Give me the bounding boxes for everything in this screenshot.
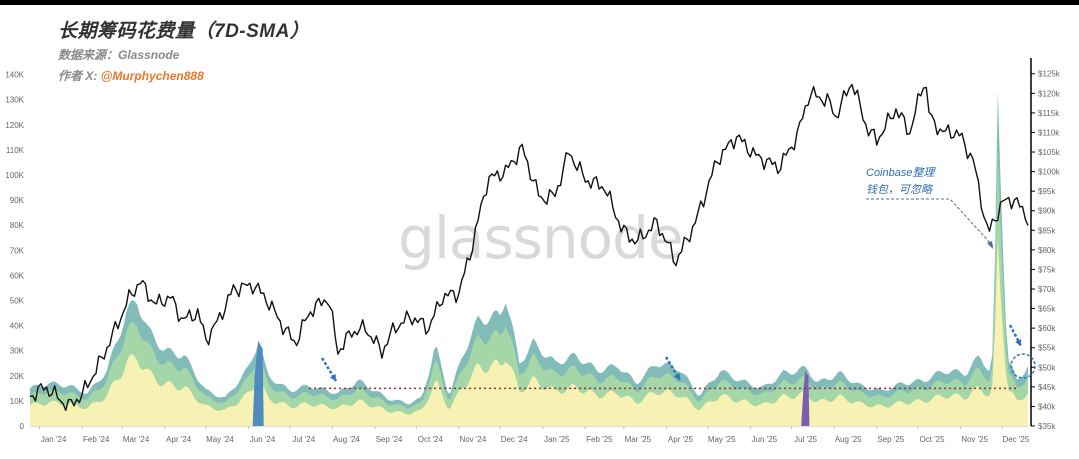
x-tick-label: Feb '25 xyxy=(586,435,613,444)
y-right-tick-label: $105k xyxy=(1038,148,1061,157)
x-tick-label: May '24 xyxy=(206,435,234,444)
x-tick-label: Sep '25 xyxy=(877,435,904,444)
y-right-tick-label: $95k xyxy=(1038,187,1056,196)
x-tick-label: Jun '24 xyxy=(250,435,276,444)
x-tick-label: Aug '25 xyxy=(835,435,862,444)
y-left-tick-label: 120K xyxy=(5,121,24,130)
y-right-tick-label: $40k xyxy=(1038,402,1056,411)
y-right-tick-label: $125k xyxy=(1038,70,1061,79)
annotation-text: Coinbase整理 钱包，可忽略 xyxy=(866,165,934,199)
y-right-tick-label: $80k xyxy=(1038,246,1056,255)
author-prefix: 作者 X: xyxy=(58,69,98,83)
x-tick-label: May '25 xyxy=(708,435,736,444)
x-tick-label: Apr '24 xyxy=(166,435,192,444)
price-line xyxy=(29,83,1029,411)
y-right-tick-label: $60k xyxy=(1038,324,1056,333)
y-left-tick-label: 10K xyxy=(10,397,25,406)
x-tick-label: Feb '24 xyxy=(83,435,110,444)
x-tick-label: Oct '24 xyxy=(418,435,444,444)
spend-area-inner xyxy=(30,237,1028,426)
y-left-tick-label: 40K xyxy=(10,322,25,331)
x-tick-label: Dec '25 xyxy=(1002,435,1029,444)
y-right-tick-label: $85k xyxy=(1038,226,1056,235)
y-left-tick-label: 0 xyxy=(20,422,25,431)
arrow-dec-2025 xyxy=(1008,324,1023,347)
y-right-tick-label: $115k xyxy=(1038,109,1060,118)
annotation-leader-head xyxy=(987,241,993,249)
x-tick-label: Mar '25 xyxy=(625,435,652,444)
y-right-tick-label: $50k xyxy=(1038,363,1056,372)
y-left-tick-label: 90K xyxy=(10,196,25,205)
x-tick-label: Jan '24 xyxy=(41,435,67,444)
y-left-tick-label: 100K xyxy=(5,171,24,180)
y-right-tick-label: $45k xyxy=(1038,383,1056,392)
top-border xyxy=(0,0,1079,5)
y-right-tick-label: $90k xyxy=(1038,207,1056,216)
spike-july-2025 xyxy=(801,370,810,426)
x-tick-label: Jun '25 xyxy=(752,435,778,444)
x-tick-label: Nov '25 xyxy=(961,435,988,444)
author-handle: @Murphychen888 xyxy=(100,69,204,83)
y-right-tick-label: $110k xyxy=(1038,128,1060,137)
watermark: glassnode xyxy=(398,204,684,272)
y-left-tick-label: 50K xyxy=(10,296,25,305)
y-right-tick-label: $75k xyxy=(1038,265,1056,274)
arrow-dec-2025-head xyxy=(1015,339,1022,346)
arrow-aug-2024-head xyxy=(329,374,336,381)
annotation-leader xyxy=(866,198,994,247)
x-tick-label: Mar '24 xyxy=(123,435,150,444)
x-tick-label: Dec '24 xyxy=(501,435,528,444)
annotation-line-1: Coinbase整理 xyxy=(866,167,935,179)
y-left-tick-label: 80K xyxy=(10,221,25,230)
y-left-tick-label: 30K xyxy=(10,347,25,356)
author-line: 作者 X: @Murphychen888 xyxy=(58,67,204,84)
x-tick-label: Jul '25 xyxy=(794,435,817,444)
y-right-tick-label: $100k xyxy=(1038,168,1061,177)
y-left-tick-label: 140K xyxy=(5,71,24,80)
arrow-apr-2025-head xyxy=(673,373,680,380)
y-left-tick-label: 130K xyxy=(5,96,24,105)
y-right-tick-label: $70k xyxy=(1038,285,1056,294)
annotation-line-2: 钱包，可忽略 xyxy=(866,184,932,196)
highlight-circle xyxy=(1010,353,1036,379)
data-source: 数据来源：Glassnode xyxy=(58,48,180,62)
y-left-tick-label: 20K xyxy=(10,372,25,381)
y-left-tick-label: 110K xyxy=(6,146,25,155)
y-right-tick-label: $35k xyxy=(1038,422,1056,431)
x-tick-label: Aug '24 xyxy=(333,435,360,444)
x-tick-label: Jan '25 xyxy=(544,435,570,444)
spike-june-2024 xyxy=(252,340,264,426)
y-right-tick-label: $55k xyxy=(1038,344,1056,353)
x-tick-label: Sep '24 xyxy=(376,435,403,444)
y-right-tick-label: $120k xyxy=(1038,89,1061,98)
y-right-tick-label: $65k xyxy=(1038,305,1056,314)
x-tick-label: Apr '25 xyxy=(668,435,694,444)
x-tick-label: Oct '25 xyxy=(919,435,945,444)
x-tick-label: Nov '24 xyxy=(459,435,486,444)
y-left-tick-label: 70K xyxy=(10,246,25,255)
x-tick-label: Jul '24 xyxy=(292,435,315,444)
y-left-tick-label: 60K xyxy=(10,271,25,280)
chart-title: 长期筹码花费量（7D-SMA） xyxy=(58,21,310,42)
